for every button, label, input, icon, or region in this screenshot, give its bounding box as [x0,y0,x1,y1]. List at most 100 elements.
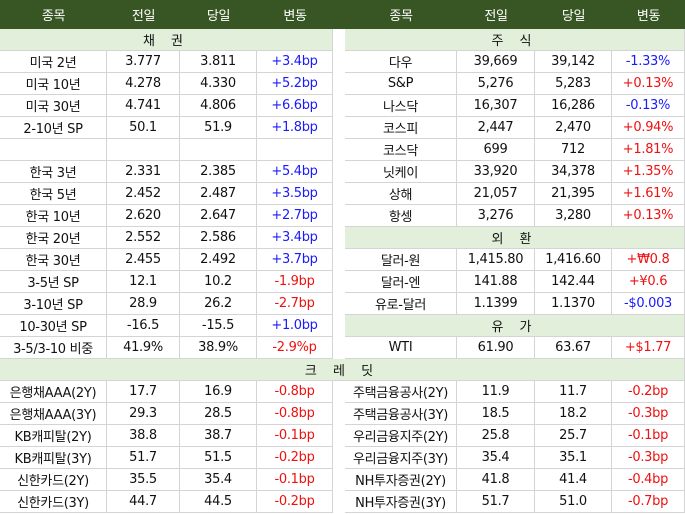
curr-value: 21,395 [535,183,612,205]
column-header: 종목 [389,9,413,24]
curr-value: 63.67 [535,337,612,359]
change-value: +0.13% [612,73,685,95]
column-header: 종목 [41,9,66,24]
curr-value: 26.2 [180,293,257,315]
item-name: 우리금융지주(3Y) [345,447,457,469]
change-value: +3.7bp [257,249,333,271]
item-name: 나스닥 [345,95,457,117]
prev-value: 28.9 [107,293,180,315]
item-name: NH투자증권(2Y) [345,469,457,491]
prev-value: 2.455 [107,249,180,271]
change-value: +1.35% [612,161,685,183]
item-name: 은행채AAA(2Y) [0,381,107,403]
curr-value: 38.9% [180,337,257,359]
item-name: 3-5년 SP [0,271,107,293]
change-value: -2.9%p [257,337,333,359]
item-name: WTI [345,337,457,359]
empty-cell [257,139,333,161]
curr-value: 5,283 [535,73,612,95]
change-value: -1.33% [612,51,685,73]
change-value: -0.2bp [257,447,333,469]
prev-value: 33,920 [457,161,535,183]
change-value: +1.81% [612,139,685,161]
item-name: 닛케이 [345,161,457,183]
column-header: 당일 [561,9,586,24]
prev-value: 61.90 [457,337,535,359]
change-value: -0.3bp [612,447,685,469]
item-name: KB캐피탈(3Y) [0,447,107,469]
prev-value: 16,307 [457,95,535,117]
prev-value: 2,447 [457,117,535,139]
change-value: -0.4bp [612,469,685,491]
empty-cell [107,139,180,161]
item-name: 우리금융지주(2Y) [345,425,457,447]
item-name: S&P [345,73,457,95]
curr-value: 41.4 [535,469,612,491]
prev-value: 17.7 [107,381,180,403]
change-value: -0.2bp [257,491,333,513]
prev-value: 4.741 [107,95,180,117]
item-name: 10-30년 SP [0,315,107,337]
prev-value: -16.5 [107,315,180,337]
curr-value: 38.7 [180,425,257,447]
prev-value: 35.4 [457,447,535,469]
item-name: 유로-달러 [345,293,457,315]
prev-value: 4.278 [107,73,180,95]
curr-value: 2.586 [180,227,257,249]
curr-value: 3,280 [535,205,612,227]
curr-value: 51.9 [180,117,257,139]
column-header: 변동 [283,9,307,24]
item-name: 3-5/3-10 비중 [0,337,107,359]
change-value: -0.1bp [257,469,333,491]
change-value: +0.94% [612,117,685,139]
item-name: 항셍 [345,205,457,227]
prev-value: 51.7 [107,447,180,469]
item-name: 2-10년 SP [0,117,107,139]
curr-value: 4.806 [180,95,257,117]
curr-value: 2.647 [180,205,257,227]
curr-value: 16,286 [535,95,612,117]
curr-value: 25.7 [535,425,612,447]
item-name: 한국 30년 [0,249,107,271]
prev-value: 44.7 [107,491,180,513]
curr-value: 11.7 [535,381,612,403]
curr-value: 712 [535,139,612,161]
curr-value: 44.5 [180,491,257,513]
column-header: 전일 [484,9,508,24]
item-name: 달러-원 [345,249,457,271]
section-header-oil: 유 가 [345,315,685,337]
curr-value: 51.5 [180,447,257,469]
curr-value: 2.385 [180,161,257,183]
item-name: 주택금융공사(2Y) [345,381,457,403]
curr-value: 35.1 [535,447,612,469]
prev-value: 699 [457,139,535,161]
prev-value: 2.552 [107,227,180,249]
item-name: 신한카드(2Y) [0,469,107,491]
curr-value: 142.44 [535,271,612,293]
item-name: 은행채AAA(3Y) [0,403,107,425]
change-value: -0.7bp [612,491,685,513]
prev-value: 5,276 [457,73,535,95]
curr-value: 1,416.60 [535,249,612,271]
item-name: 미국 30년 [0,95,107,117]
item-name: 한국 5년 [0,183,107,205]
change-value: +3.5bp [257,183,333,205]
section-header-fx: 외 환 [345,227,685,249]
section-header-bonds: 채 권 [0,29,333,51]
prev-value: 35.5 [107,469,180,491]
change-value: -$0.003 [612,293,685,315]
item-name: 주택금융공사(3Y) [345,403,457,425]
curr-value: 35.4 [180,469,257,491]
curr-value: 16.9 [180,381,257,403]
prev-value: 41.9% [107,337,180,359]
item-name: 코스닥 [345,139,457,161]
empty-cell [0,139,107,161]
prev-value: 39,669 [457,51,535,73]
change-value: +2.7bp [257,205,333,227]
prev-value: 51.7 [457,491,535,513]
empty-cell [180,139,257,161]
item-name: 코스피 [345,117,457,139]
change-value: -1.9bp [257,271,333,293]
item-name: 상해 [345,183,457,205]
